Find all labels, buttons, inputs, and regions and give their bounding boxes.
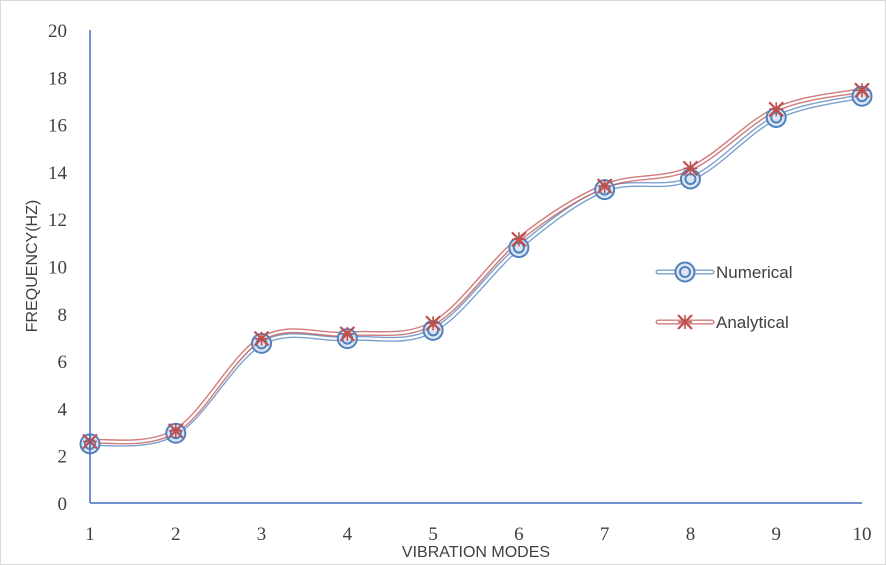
series-line-analytical — [87, 87, 865, 445]
y-tick-label: 8 — [58, 305, 68, 326]
y-tick-label: 14 — [48, 163, 68, 184]
x-tick-label: 10 — [853, 524, 872, 545]
x-tick-label: 8 — [686, 524, 696, 545]
data-point-analytical — [682, 160, 699, 177]
x-tick-label: 3 — [257, 524, 267, 545]
y-tick-label: 20 — [48, 21, 67, 42]
data-point-analytical — [596, 178, 613, 194]
x-tick-labels: 1 2 3 4 5 6 7 8 9 10 — [85, 524, 871, 545]
y-tick-label: 0 — [58, 494, 68, 515]
y-tick-label: 2 — [58, 447, 68, 468]
y-tick-label: 12 — [48, 210, 67, 231]
y-tick-labels: 0 2 4 6 8 10 12 14 16 18 20 — [48, 21, 68, 515]
x-tick-label: 7 — [600, 524, 610, 545]
y-tick-label: 18 — [48, 68, 67, 89]
x-axis-title: VIBRATION MODES — [402, 544, 550, 561]
x-tick-label: 1 — [85, 524, 95, 545]
y-tick-label: 10 — [48, 258, 67, 279]
legend-marker — [677, 314, 693, 330]
data-point-analytical — [768, 101, 785, 118]
data-point-analytical — [511, 231, 527, 248]
y-axis-title: FREQUENCY(HZ) — [24, 200, 41, 332]
y-tick-label: 6 — [58, 352, 68, 373]
legend-label: Numerical — [716, 263, 793, 282]
data-point-analytical — [854, 82, 870, 99]
legend-marker — [674, 261, 696, 283]
y-tick-label: 4 — [58, 399, 68, 420]
legend-item-analytical: Analytical — [655, 313, 789, 332]
data-point-analytical — [253, 330, 270, 347]
x-tick-label: 5 — [428, 524, 438, 545]
legend: Numerical Analytical — [655, 261, 793, 332]
data-point-analytical — [167, 423, 184, 439]
x-tick-label: 4 — [343, 524, 353, 545]
y-tick-label: 16 — [48, 116, 67, 137]
axes-layer — [89, 30, 862, 504]
legend-item-numerical: Numerical — [655, 261, 793, 283]
plot-series-layer — [79, 82, 873, 455]
data-point-analytical — [339, 326, 356, 342]
x-tick-label: 2 — [171, 524, 181, 545]
x-tick-label: 6 — [514, 524, 524, 545]
x-tick-label: 9 — [771, 524, 781, 545]
data-point-analytical — [425, 315, 441, 332]
legend-label: Analytical — [716, 313, 789, 332]
